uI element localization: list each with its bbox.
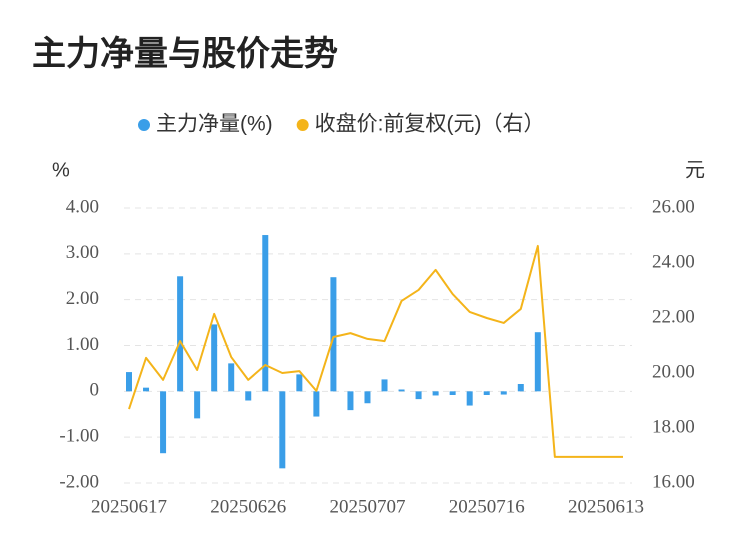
y-tick-label: 1.00 [66, 334, 99, 355]
y-tick-label: -2.00 [59, 471, 99, 492]
legend-marker [296, 119, 309, 131]
bar [364, 391, 371, 404]
bar [466, 391, 473, 406]
y2-tick-label: 26.00 [652, 196, 695, 217]
y2-tick-label: 20.00 [652, 361, 695, 382]
y2-axis-label: 元 [685, 159, 705, 181]
y-tick-label: 0 [90, 380, 100, 401]
x-tick-label: 20250613 [568, 496, 644, 517]
bar [483, 391, 490, 395]
bar [143, 387, 150, 392]
bar [160, 391, 167, 454]
y-tick-label: 2.00 [66, 288, 99, 309]
x-tick-label: 20250617 [91, 496, 167, 517]
bar [347, 391, 354, 411]
x-tick-label: 20250626 [210, 496, 286, 517]
bar [228, 363, 235, 392]
y-tick-label: -1.00 [59, 426, 99, 447]
legend-marker [138, 119, 150, 131]
legend-label: 主力净量(%) [156, 113, 273, 136]
bar [449, 391, 456, 395]
legend-label: 收盘价:前复权(元)（右） [315, 113, 545, 136]
bar [211, 324, 218, 392]
y-tick-label: 3.00 [66, 242, 99, 263]
bar [194, 391, 201, 419]
x-tick-label: 20250707 [329, 496, 405, 517]
bar [500, 391, 507, 395]
bar [534, 332, 541, 392]
y2-tick-label: 22.00 [652, 306, 695, 327]
bar [262, 235, 269, 392]
bar [517, 384, 524, 392]
y-tick-label: 4.00 [66, 196, 99, 217]
bar [381, 379, 388, 392]
y-axis-label: % [52, 159, 70, 181]
x-tick-label: 20250716 [449, 496, 525, 517]
bar [177, 276, 184, 392]
bar [279, 391, 286, 469]
bar [398, 389, 405, 392]
bar [432, 391, 439, 396]
bar [415, 391, 422, 400]
price-line [128, 244, 623, 458]
bar [296, 374, 303, 392]
bar [126, 372, 132, 392]
bar [245, 391, 252, 401]
bar [313, 391, 320, 417]
chart-title: 主力净量与股价走势 [32, 35, 338, 73]
bar [330, 277, 337, 392]
y2-tick-label: 18.00 [652, 416, 695, 437]
y2-tick-label: 24.00 [652, 251, 695, 272]
y2-tick-label: 16.00 [652, 471, 695, 492]
